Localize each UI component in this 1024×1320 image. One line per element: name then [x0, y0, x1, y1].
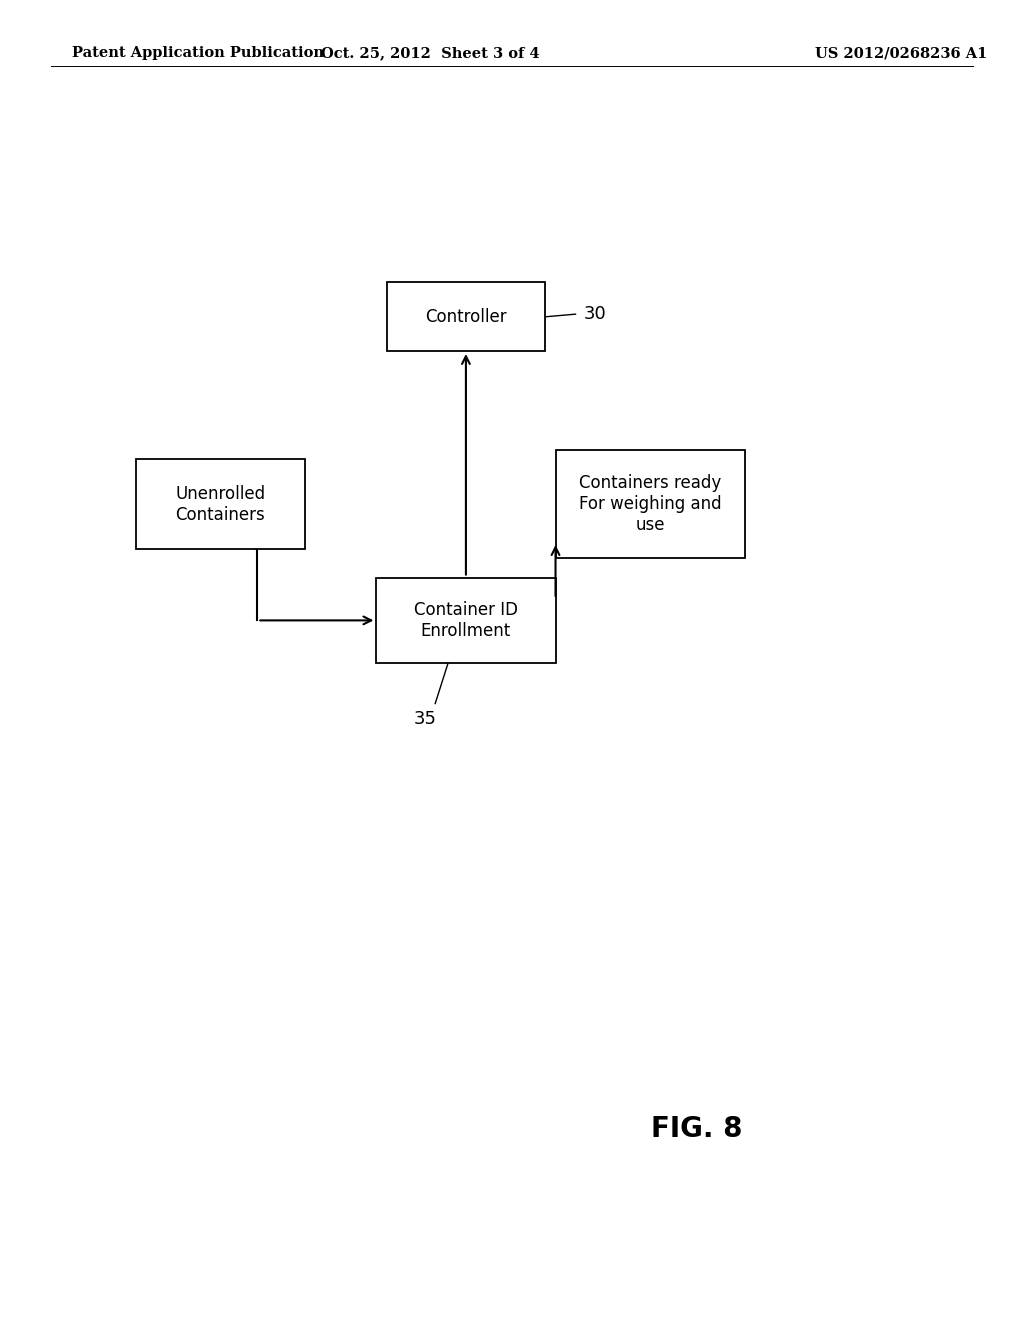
Text: 30: 30 [584, 305, 606, 323]
Text: US 2012/0268236 A1: US 2012/0268236 A1 [815, 46, 987, 61]
Text: FIG. 8: FIG. 8 [650, 1114, 742, 1143]
Text: Patent Application Publication: Patent Application Publication [72, 46, 324, 61]
Text: Oct. 25, 2012  Sheet 3 of 4: Oct. 25, 2012 Sheet 3 of 4 [321, 46, 540, 61]
Text: Container ID
Enrollment: Container ID Enrollment [414, 601, 518, 640]
FancyBboxPatch shape [387, 282, 545, 351]
Text: Controller: Controller [425, 308, 507, 326]
FancyBboxPatch shape [555, 450, 745, 558]
Text: Containers ready
For weighing and
use: Containers ready For weighing and use [579, 474, 722, 535]
Text: 35: 35 [414, 710, 436, 729]
FancyBboxPatch shape [135, 459, 305, 549]
FancyBboxPatch shape [377, 578, 555, 663]
Text: Unenrolled
Containers: Unenrolled Containers [175, 484, 265, 524]
